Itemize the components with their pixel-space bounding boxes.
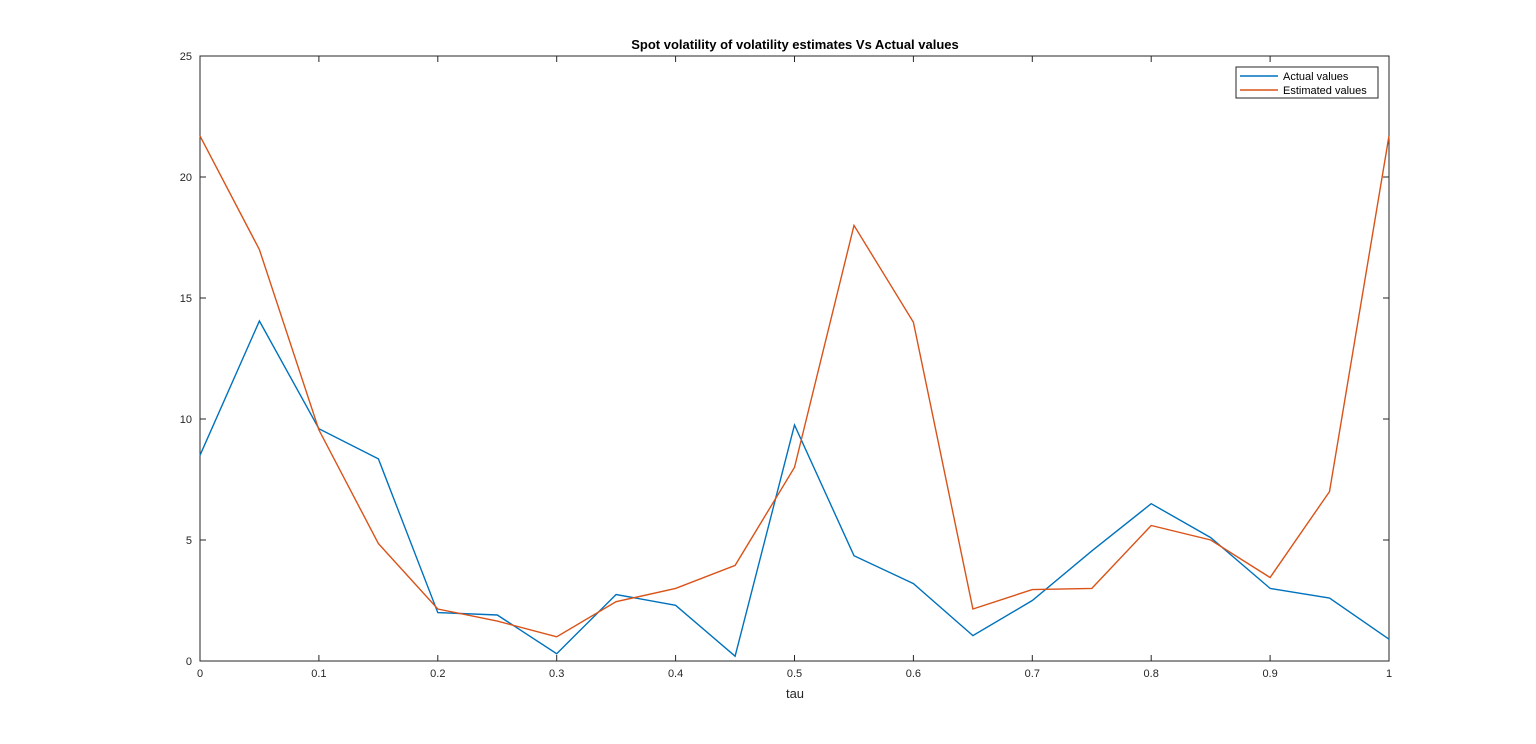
x-tick-label: 0.8 [1144,668,1159,680]
series-lines [199,135,1390,658]
x-tick-label: 0.7 [1025,668,1040,680]
legend: Actual values Estimated values [1235,66,1379,99]
x-tick-label: 0.9 [1262,668,1277,680]
y-tick-label: 15 [180,293,192,305]
x-axis-label: tau [786,686,804,701]
plot-area [199,55,1390,662]
y-tick-label: 5 [186,535,192,547]
y-tick-label: 20 [180,172,192,184]
legend-entry: Estimated values [1283,85,1367,97]
x-tick-label: 0.2 [430,668,445,680]
legend-entry: Actual values [1283,71,1349,83]
x-tick-label: 0.1 [311,668,326,680]
series-line-estimated [199,135,1390,638]
x-tick-label: 0 [197,668,203,680]
y-tick-label: 0 [186,656,192,668]
legend-box [1235,66,1379,99]
chart-title: Spot volatility of volatility estimates … [631,37,959,52]
y-tick-label: 25 [180,51,192,63]
y-tick-label: 10 [180,414,192,426]
x-tick-label: 0.4 [668,668,683,680]
x-tick-label: 1 [1386,668,1392,680]
x-tick-label: 0.3 [549,668,564,680]
x-tick-label: 0.6 [906,668,921,680]
series-line-actual [199,319,1390,658]
x-tick-label: 0.5 [787,668,802,680]
